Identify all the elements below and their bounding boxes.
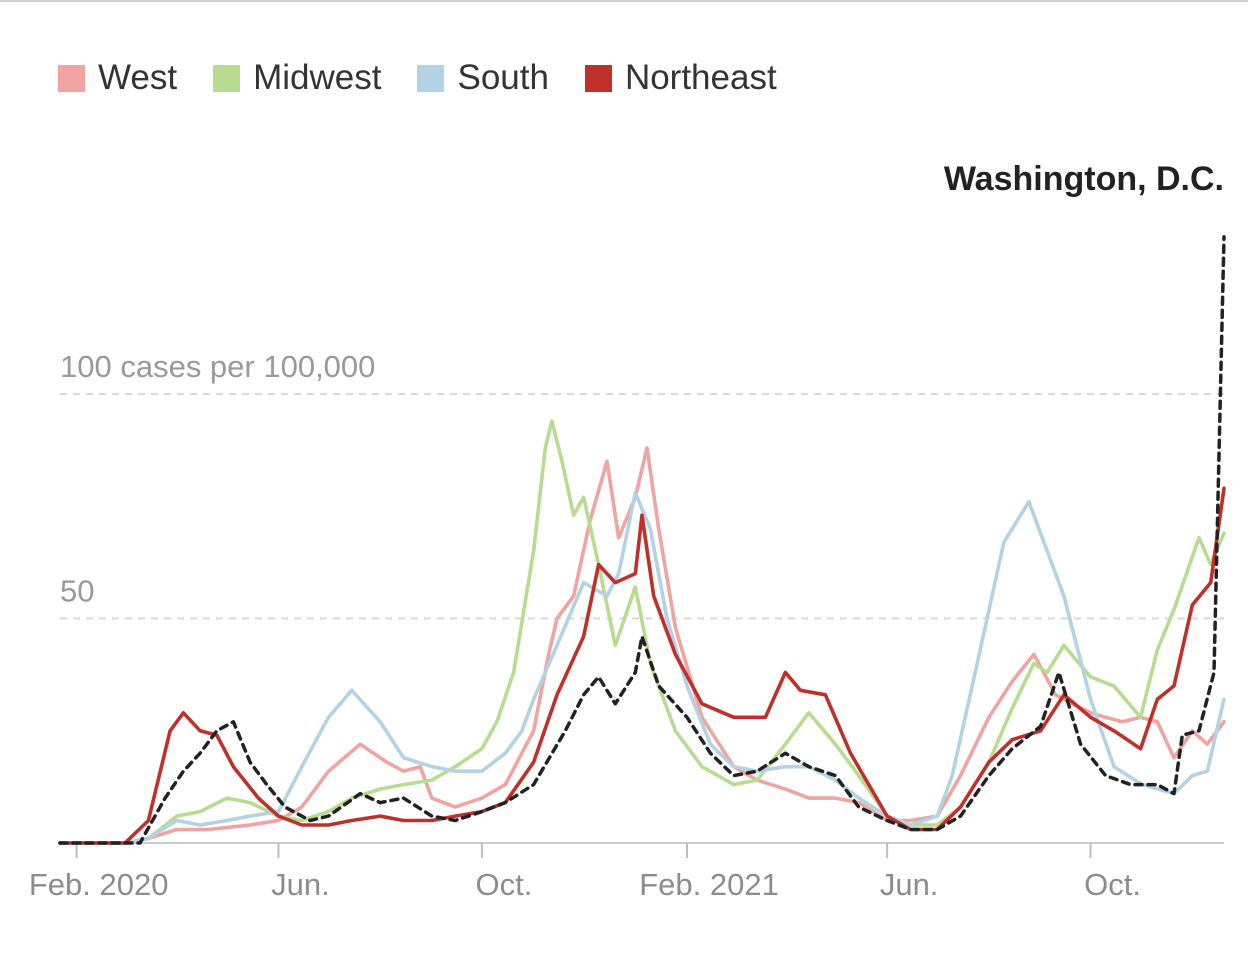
legend-item-midwest: Midwest (213, 56, 381, 100)
x-axis: Feb. 2020 Jun. Oct. Feb. 2021 Jun. Oct. (29, 842, 1224, 902)
legend-swatch-midwest (213, 64, 241, 92)
series-line-washington-d-c (58, 235, 1226, 845)
legend-item-northeast: Northeast (584, 56, 777, 100)
legend-label-west: West (98, 58, 178, 97)
x-tick-label-4: Jun. (880, 867, 939, 902)
legend-label-south: South (457, 58, 549, 97)
top-rule (0, 0, 1248, 2)
legend-label-northeast: Northeast (624, 58, 777, 97)
gridlines: 100 cases per 100,000 50 (60, 349, 1224, 620)
legend-item-west: West (58, 56, 177, 100)
series-line-midwest (58, 419, 1226, 845)
series-line-northeast (58, 486, 1226, 845)
x-tick-label-2: Oct. (475, 867, 532, 902)
series-lines (58, 235, 1226, 845)
x-tick-label-5: Oct. (1084, 867, 1141, 902)
annotation-washington-dc: Washington, D.C. (944, 160, 1224, 198)
gridline-label-50: 50 (60, 574, 94, 609)
x-tick-label-3: Feb. 2021 (639, 867, 779, 902)
legend-swatch-south (417, 64, 445, 92)
legend: West Midwest South Northeast (58, 56, 813, 100)
legend-swatch-northeast (584, 64, 612, 92)
series-line-south (58, 491, 1226, 845)
legend-label-midwest: Midwest (253, 58, 382, 97)
x-tick-label-1: Jun. (271, 867, 330, 902)
x-tick-label-0: Feb. 2020 (29, 867, 169, 902)
legend-swatch-west (58, 64, 85, 92)
legend-item-south: South (417, 56, 549, 100)
gridline-label-100: 100 cases per 100,000 (60, 349, 375, 384)
